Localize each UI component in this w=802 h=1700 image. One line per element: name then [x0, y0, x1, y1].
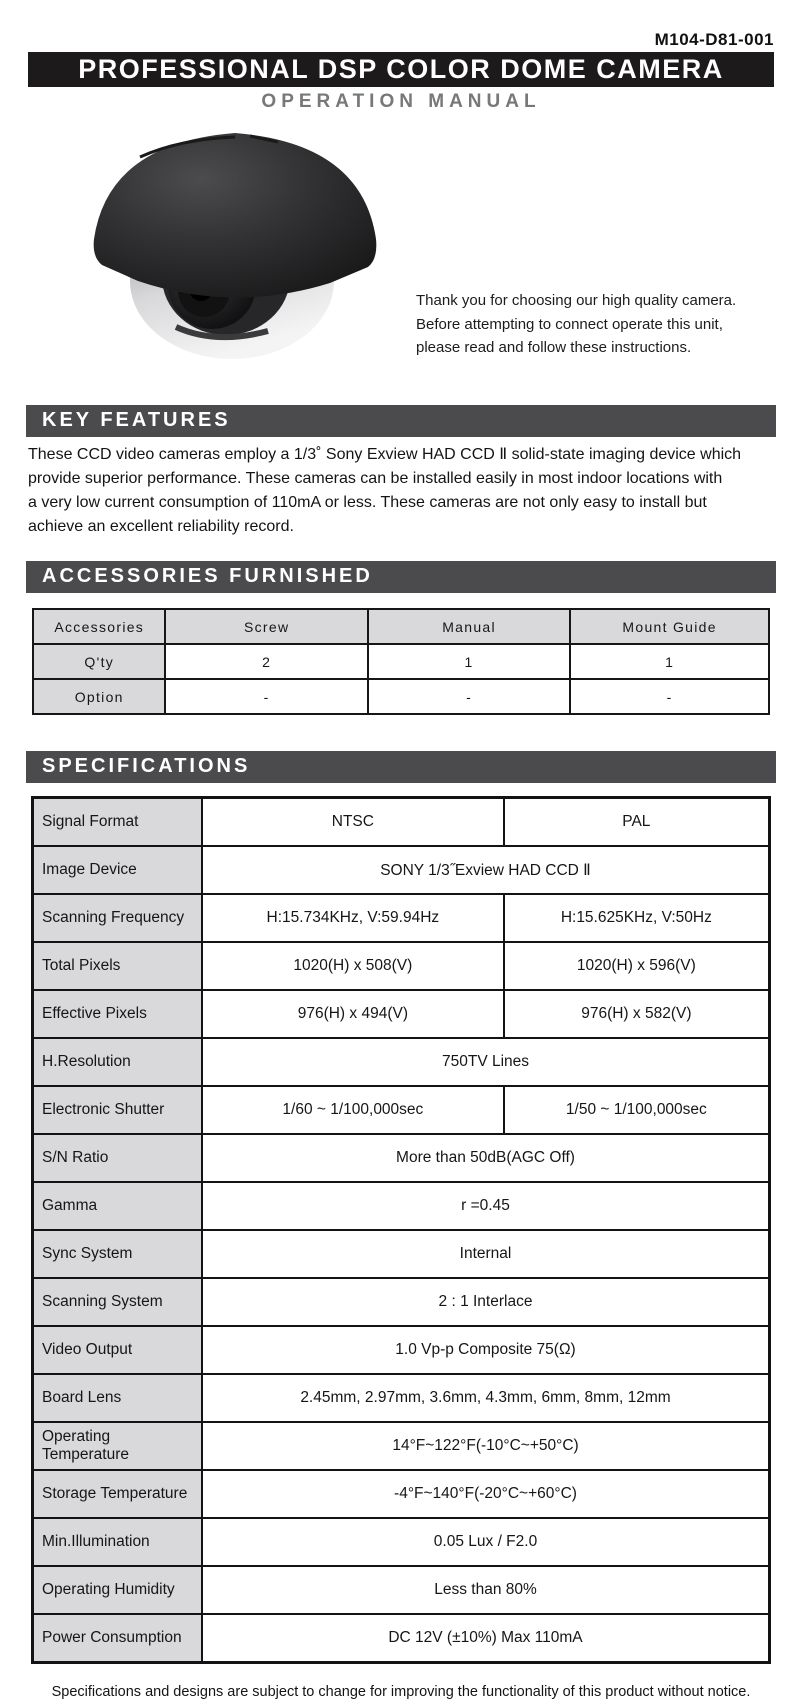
accessories-row: Option - - - [31, 678, 770, 715]
intro-line: Thank you for choosing our high quality … [416, 292, 737, 310]
spec-row: Image Device SONY 1/3˝Exview HAD CCD Ⅱ [31, 845, 771, 895]
spec-label-cell: Scanning System [31, 1277, 203, 1327]
intro-text: Thank you for choosing our high quality … [416, 289, 736, 371]
spec-ntsc-cell: H:15.734KHz, V:59.94Hz [201, 893, 505, 943]
spec-label-cell: Effective Pixels [31, 989, 203, 1039]
spec-label-cell: Operating Humidity [31, 1565, 203, 1615]
spec-row: Operating Humidity Less than 80% [31, 1565, 771, 1615]
specifications-table: Signal Format NTSC PAL Image Device SONY 1/3… [31, 796, 771, 1664]
dome-camera-illustration [93, 133, 377, 359]
accessories-heading: ACCESSORIES FURNISHED [26, 561, 776, 593]
spec-pal-cell: H:15.625KHz, V:50Hz [502, 893, 771, 943]
accessories-row: Q'ty 2 1 1 [31, 643, 770, 680]
spec-label-cell: Video Output [31, 1325, 203, 1375]
spec-pal-cell: 976(H) x 582(V) [502, 989, 771, 1039]
spec-value-cell: 14°F~122°F(-10°C~+50°C) [201, 1421, 771, 1471]
accessories-value-cell: - [164, 678, 369, 715]
accessories-header-cell: Screw [164, 608, 369, 645]
accessories-header-row: Accessories Screw Manual Mount Guide [31, 608, 770, 645]
accessories-value-cell: - [569, 678, 770, 715]
accessories-table: Accessories Screw Manual Mount Guide Q'ty 2 1… [31, 608, 770, 715]
spec-value-cell: 750TV Lines [201, 1037, 771, 1087]
spec-label-cell: Scanning Frequency [31, 893, 203, 943]
spec-ntsc-cell: NTSC [201, 796, 505, 847]
spec-ntsc-cell: 1020(H) x 508(V) [201, 941, 505, 991]
accessories-table-body: Q'ty 2 1 1 Option - - - [31, 643, 770, 715]
spec-value-cell: 2 : 1 Interlace [201, 1277, 771, 1327]
spec-value-cell: r =0.45 [201, 1181, 771, 1231]
accessories-value-cell: 1 [569, 643, 770, 680]
spec-value-cell: More than 50dB(AGC Off) [201, 1133, 771, 1183]
spec-label-cell: Min.Illumination [31, 1517, 203, 1567]
key-features-paragraph: These CCD video cameras employ a 1/3˚ So… [28, 443, 774, 539]
spec-row: Scanning Frequency H:15.734KHz, V:59.94Hz… [31, 893, 771, 943]
spec-label-cell: Gamma [31, 1181, 203, 1231]
spec-value-cell: DC 12V (±10%) Max 110mA [201, 1613, 771, 1664]
spec-row: Min.Illumination 0.05 Lux / F2.0 [31, 1517, 771, 1567]
spec-row: Scanning System 2 : 1 Interlace [31, 1277, 771, 1327]
spec-label-cell: Sync System [31, 1229, 203, 1279]
spec-ntsc-cell: 976(H) x 494(V) [201, 989, 505, 1039]
spec-pal-cell: PAL [502, 796, 771, 847]
spec-row: Total Pixels 1020(H) x 508(V) 1020(H) x 59… [31, 941, 771, 991]
specifications-table-body: Signal Format NTSC PAL Image Device SONY 1/3… [31, 796, 771, 1664]
accessories-header-cell: Accessories [31, 608, 167, 645]
spec-label-cell: Board Lens [31, 1373, 203, 1423]
key-features-line: These CCD video cameras employ a 1/3˚ So… [28, 446, 742, 463]
spec-pal-cell: 1/50 ~ 1/100,000sec [502, 1085, 771, 1135]
spec-label-cell: Storage Temperature [31, 1469, 203, 1519]
accessories-table-head: Accessories Screw Manual Mount Guide [31, 608, 770, 645]
model-number: M104-D81-001 [654, 30, 774, 49]
spec-label-cell: S/N Ratio [31, 1133, 203, 1183]
spec-row: Operating Temperature 14°F~122°F(-10°C~+5… [31, 1421, 771, 1471]
spec-row: Board Lens 2.45mm, 2.97mm, 3.6mm, 4.3mm, … [31, 1373, 771, 1423]
intro-line: Before attempting to connect operate thi… [416, 315, 723, 333]
spec-label-cell: H.Resolution [31, 1037, 203, 1087]
page-title: PROFESSIONAL DSP COLOR DOME CAMERA [28, 52, 774, 87]
accessories-header-cell: Manual [366, 608, 572, 645]
spec-row: H.Resolution 750TV Lines [31, 1037, 771, 1087]
key-features-line: a very low current consumption of 110mA … [28, 494, 707, 511]
spec-row: Video Output 1.0 Vp-p Composite 75(Ω) [31, 1325, 771, 1375]
key-features-line: achieve an excellent reliability record. [28, 518, 294, 535]
spec-label-cell: Signal Format [31, 796, 203, 847]
spec-row: Power Consumption DC 12V (±10%) Max 110mA [31, 1613, 771, 1664]
spec-pal-cell: 1020(H) x 596(V) [502, 941, 771, 991]
spec-label-cell: Power Consumption [31, 1613, 203, 1664]
key-features-heading: KEY FEATURES [26, 405, 776, 437]
accessories-value-cell: 1 [366, 643, 572, 680]
hero-section: Thank you for choosing our high quality … [28, 117, 774, 371]
accessories-value-cell: 2 [164, 643, 369, 680]
spec-value-cell: 2.45mm, 2.97mm, 3.6mm, 4.3mm, 6mm, 8mm, … [201, 1373, 771, 1423]
spec-value-cell: Internal [201, 1229, 771, 1279]
spec-value-cell: -4°F~140°F(-20°C~+60°C) [201, 1469, 771, 1519]
spec-row: Gamma r =0.45 [31, 1181, 771, 1231]
spec-value-cell: Less than 80% [201, 1565, 771, 1615]
accessories-header-cell: Mount Guide [569, 608, 770, 645]
spec-label-cell: Operating Temperature [31, 1421, 203, 1471]
accessories-row-label: Option [31, 678, 167, 715]
dome-camera-image [80, 117, 390, 367]
spec-value-cell: SONY 1/3˝Exview HAD CCD Ⅱ [201, 845, 771, 895]
spec-row: Electronic Shutter 1/60 ~ 1/100,000sec 1/5… [31, 1085, 771, 1135]
spec-row: Effective Pixels 976(H) x 494(V) 976(H) x … [31, 989, 771, 1039]
intro-line: please read and follow these instruction… [416, 338, 692, 356]
spec-row: Sync System Internal [31, 1229, 771, 1279]
spec-label-cell: Image Device [31, 845, 203, 895]
spec-row: S/N Ratio More than 50dB(AGC Off) [31, 1133, 771, 1183]
key-features-line: provide superior performance. These came… [28, 470, 723, 487]
footer-note: Specifications and designs are subject t… [51, 1684, 751, 1700]
specifications-heading: SPECIFICATIONS [26, 751, 776, 783]
spec-ntsc-cell: 1/60 ~ 1/100,000sec [201, 1085, 505, 1135]
spec-row: Signal Format NTSC PAL [31, 796, 771, 847]
spec-label-cell: Electronic Shutter [31, 1085, 203, 1135]
page-subtitle: OPERATION MANUAL [261, 91, 541, 112]
spec-label-cell: Total Pixels [31, 941, 203, 991]
spec-row: Storage Temperature -4°F~140°F(-20°C~+60°… [31, 1469, 771, 1519]
accessories-value-cell: - [366, 678, 572, 715]
accessories-row-label: Q'ty [31, 643, 167, 680]
spec-value-cell: 1.0 Vp-p Composite 75(Ω) [201, 1325, 771, 1375]
spec-value-cell: 0.05 Lux / F2.0 [201, 1517, 771, 1567]
